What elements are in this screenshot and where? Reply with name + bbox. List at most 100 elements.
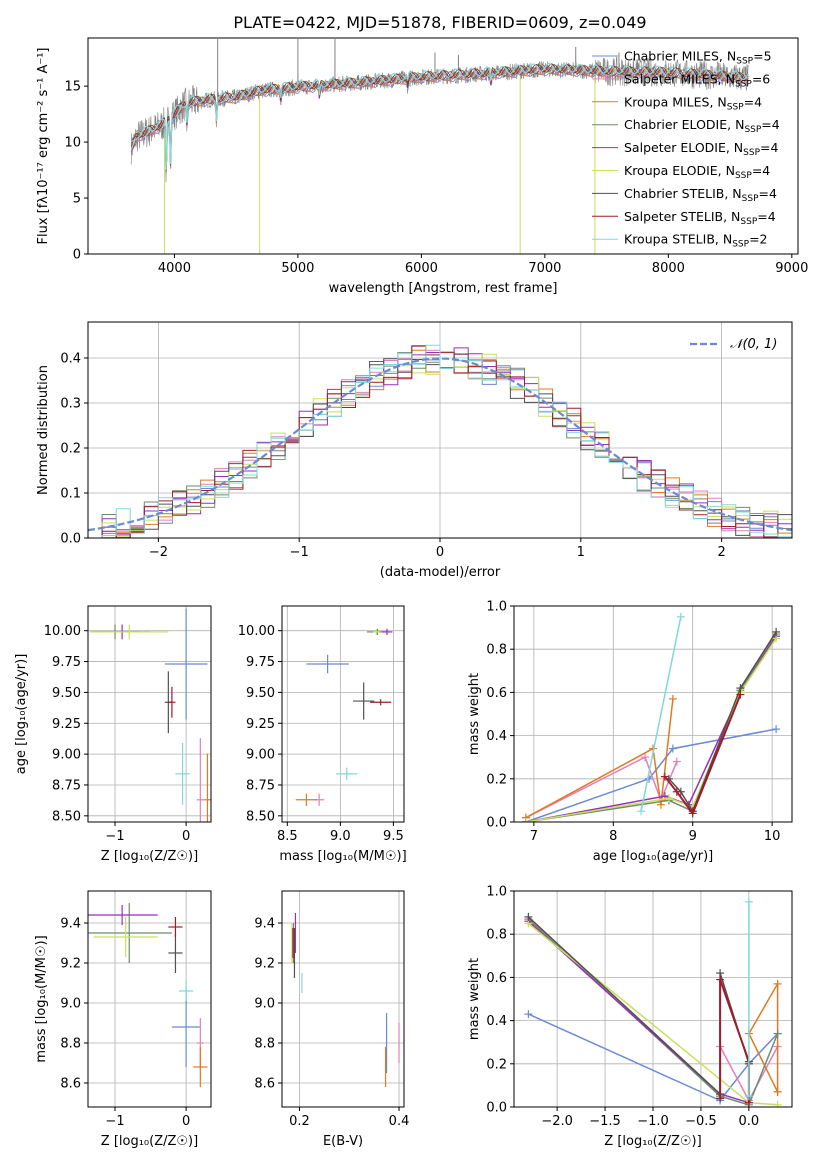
y-tick-label: 9.2 <box>60 957 81 972</box>
y-tick-label: 0.2 <box>60 442 81 457</box>
plot-area-mass_vs_Z <box>88 903 208 1087</box>
legend-entry: Chabrier MILES, NSSP=5 <box>624 49 772 67</box>
y-tick-label: 0.0 <box>486 816 507 831</box>
y-tick-label: 8.75 <box>52 778 81 793</box>
legend-entry: Salpeter STELIB, NSSP=4 <box>624 209 776 227</box>
errorbar-point <box>373 628 380 636</box>
y-tick-label: 9.50 <box>246 686 275 701</box>
plot-area-mw_vs_age <box>521 612 781 822</box>
y-tick-label: 9.75 <box>52 655 81 670</box>
x-axis-label: Z [log₁₀(Z/Z☉)] <box>101 849 198 864</box>
data-marker <box>716 1094 725 1103</box>
mass-weight-series-0 <box>528 1013 779 1102</box>
errorbar-point <box>179 981 194 1001</box>
x-tick-label: −1.0 <box>637 1114 669 1129</box>
y-axis-label: mass weight <box>467 673 482 755</box>
y-tick-label: 9.4 <box>60 917 81 932</box>
legend-entry: Kroupa ELODIE, NSSP=4 <box>624 163 770 181</box>
legend-entry: 𝒩(0, 1) <box>730 337 777 352</box>
data-marker <box>524 912 533 921</box>
x-tick-label: 5000 <box>281 261 314 276</box>
data-marker <box>641 753 650 762</box>
x-tick-label: 1 <box>577 545 585 560</box>
x-tick-label: −0.5 <box>685 1114 717 1129</box>
histogram-series-8 <box>88 344 792 538</box>
x-tick-label: 8 <box>609 829 617 844</box>
errorbar-point <box>381 628 393 636</box>
x-tick-label: 0 <box>182 829 190 844</box>
y-tick-label: 0 <box>73 248 81 263</box>
y-tick-label: 10.00 <box>238 624 275 639</box>
data-marker <box>668 694 677 703</box>
y-tick-label: 10 <box>64 136 81 151</box>
y-tick-label: 8.8 <box>254 1037 275 1052</box>
x-tick-label: −1 <box>105 829 124 844</box>
spectrum-legend: Chabrier MILES, NSSP=5 Salpeter MILES, NS… <box>592 49 780 250</box>
legend-entry: Salpeter ELODIE, NSSP=4 <box>624 140 779 158</box>
data-marker <box>744 1092 753 1101</box>
x-tick-label: −2 <box>149 545 168 560</box>
y-tick-label: 1.0 <box>486 600 507 615</box>
x-tick-label: −2.0 <box>541 1114 573 1129</box>
y-axis-label: mass [log₁₀(M/M☉)] <box>34 935 49 1062</box>
data-marker <box>668 744 677 753</box>
axes-frame <box>87 890 212 1108</box>
x-tick-label: 4000 <box>158 261 191 276</box>
errorbar-point <box>168 917 183 937</box>
y-tick-label: 0.8 <box>486 928 507 943</box>
x-tick-label: 9 <box>689 829 697 844</box>
x-axis-label: mass [log₁₀(M/M☉)] <box>279 849 406 864</box>
y-tick-label: 9.00 <box>246 748 275 763</box>
errorbar-point <box>175 743 190 805</box>
y-axis-label: mass weight <box>467 958 482 1040</box>
legend-entry: Chabrier STELIB, NSSP=4 <box>624 186 777 204</box>
data-marker <box>521 818 530 822</box>
data-marker <box>772 725 781 734</box>
model-fit-8 <box>130 62 749 170</box>
data-marker <box>736 690 745 699</box>
data-marker <box>672 757 681 766</box>
errorbar-point <box>168 933 183 973</box>
axes-frame <box>513 605 793 823</box>
x-axis-label: E(B-V) <box>323 1134 363 1149</box>
y-tick-label: 0.6 <box>486 686 507 701</box>
x-axis-label: wavelength [Angstrom, rest frame] <box>329 281 558 296</box>
errorbar-point <box>336 767 358 781</box>
x-tick-label: 9.5 <box>383 829 404 844</box>
legend-entry: Kroupa MILES, NSSP=4 <box>624 94 762 112</box>
mass-weight-series-7 <box>664 694 742 816</box>
data-marker <box>664 794 673 803</box>
x-tick-label: 8.5 <box>277 829 298 844</box>
errorbar-point <box>203 753 211 822</box>
x-axis-label: age [log₁₀(age/yr)] <box>593 849 714 864</box>
errorbar-point <box>306 654 349 674</box>
y-tick-label: 8.50 <box>246 809 275 824</box>
y-tick-label: 9.0 <box>254 997 275 1012</box>
x-tick-label: 6000 <box>405 261 438 276</box>
chart-mw_vs_Z: −2.0 −1.5 −1.0 −0.5 0.0 0.0 0.2 0.4 0.6 0.8 1.0 Z [… <box>467 885 793 1149</box>
data-marker <box>716 975 725 984</box>
chart-mass_vs_ebv: 0.2 0.4 8.6 8.8 9.0 9.2 9.4 E(B-V) <box>254 890 409 1149</box>
y-tick-label: 0.1 <box>60 487 81 502</box>
x-axis-label: (data-model)/error <box>380 565 501 580</box>
model-fit-7 <box>130 63 749 167</box>
model-fit-1 <box>130 66 749 171</box>
chart-age_vs_mass: 8.5 9.0 9.5 8.50 8.75 9.00 9.25 9.50 9.75 10.00 ma… <box>238 605 407 864</box>
y-tick-label: 0.4 <box>486 729 507 744</box>
y-tick-label: 9.4 <box>254 917 275 932</box>
x-tick-label: 0 <box>182 1114 190 1129</box>
y-tick-label: 15 <box>64 80 81 95</box>
x-tick-label: −1 <box>290 545 309 560</box>
data-marker <box>744 897 753 906</box>
x-tick-label: 0 <box>436 545 444 560</box>
legend-entry: Salpeter MILES, NSSP=6 <box>624 71 770 89</box>
chart-age_vs_Z: −1 0 8.50 8.75 9.00 9.25 9.50 9.75 10.00 Z [log₁₀… <box>14 605 212 864</box>
data-marker <box>773 1087 782 1096</box>
figure-title: PLATE=0422, MJD=51878, FIBERID=0609, z=0… <box>233 13 646 32</box>
legend-entry: Kroupa STELIB, NSSP=2 <box>624 232 768 250</box>
y-tick-label: 0.6 <box>486 971 507 986</box>
data-marker <box>672 787 681 796</box>
data-marker <box>773 1100 782 1107</box>
data-marker <box>524 1010 533 1019</box>
